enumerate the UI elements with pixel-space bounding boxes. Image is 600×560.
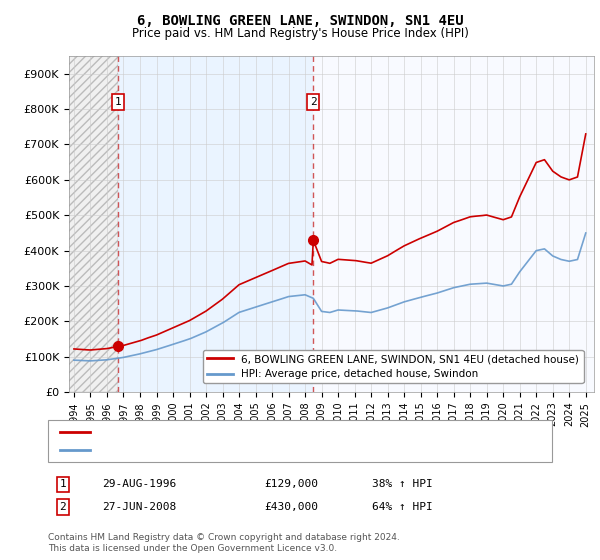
Text: 29-AUG-1996: 29-AUG-1996 [102, 479, 176, 489]
Text: £129,000: £129,000 [264, 479, 318, 489]
Text: 2: 2 [59, 502, 67, 512]
Text: 64% ↑ HPI: 64% ↑ HPI [372, 502, 433, 512]
Text: 6, BOWLING GREEN LANE, SWINDON, SN1 4EU (detached house): 6, BOWLING GREEN LANE, SWINDON, SN1 4EU … [96, 427, 434, 437]
Text: 38% ↑ HPI: 38% ↑ HPI [372, 479, 433, 489]
Text: £430,000: £430,000 [264, 502, 318, 512]
Text: 2: 2 [310, 97, 317, 107]
Text: Contains HM Land Registry data © Crown copyright and database right 2024.
This d: Contains HM Land Registry data © Crown c… [48, 533, 400, 553]
Text: 1: 1 [59, 479, 67, 489]
Text: Price paid vs. HM Land Registry's House Price Index (HPI): Price paid vs. HM Land Registry's House … [131, 27, 469, 40]
Text: 1: 1 [115, 97, 121, 107]
Text: 27-JUN-2008: 27-JUN-2008 [102, 502, 176, 512]
Text: 6, BOWLING GREEN LANE, SWINDON, SN1 4EU: 6, BOWLING GREEN LANE, SWINDON, SN1 4EU [137, 14, 463, 28]
Text: HPI: Average price, detached house, Swindon: HPI: Average price, detached house, Swin… [96, 445, 333, 455]
Legend: 6, BOWLING GREEN LANE, SWINDON, SN1 4EU (detached house), HPI: Average price, de: 6, BOWLING GREEN LANE, SWINDON, SN1 4EU … [203, 350, 584, 384]
